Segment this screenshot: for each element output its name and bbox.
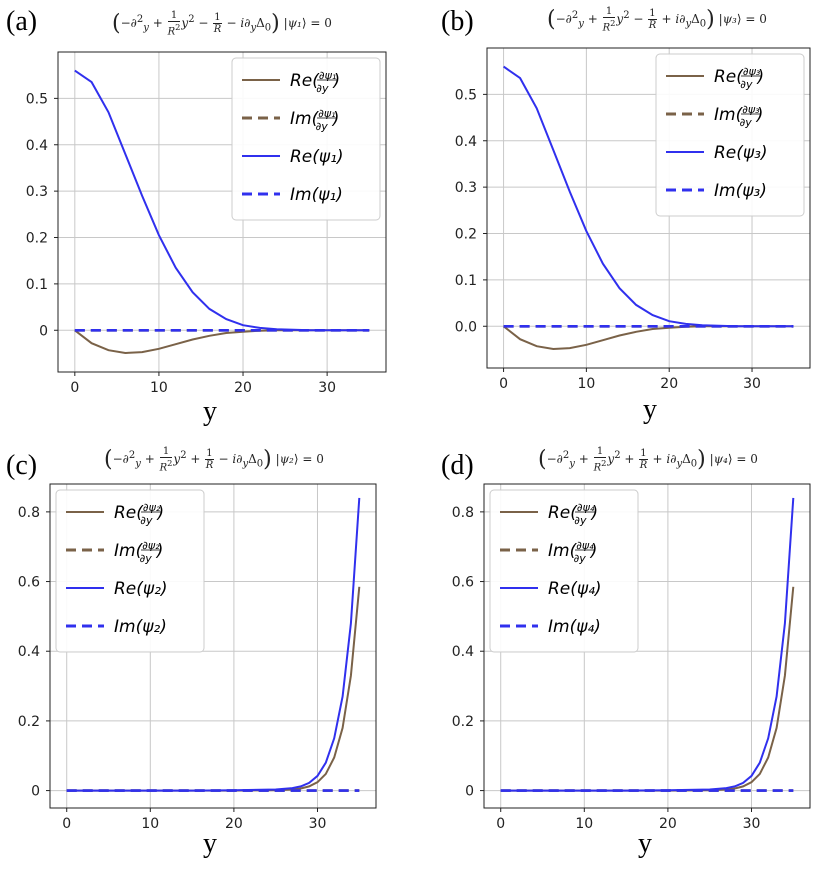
y-tick-label: 0.5 bbox=[26, 91, 48, 107]
legend-label: Re(ψ₄) bbox=[548, 579, 602, 599]
title-sign-2: − bbox=[226, 16, 237, 31]
y-tick-label: 0.4 bbox=[455, 134, 477, 150]
x-tick-label: 30 bbox=[743, 376, 761, 392]
y-tick-label: 0.8 bbox=[452, 505, 474, 521]
x-tick-label: 10 bbox=[575, 816, 593, 832]
legend-label: Im(ψ₁) bbox=[290, 185, 343, 205]
title-sign-1: + bbox=[190, 452, 201, 467]
series-line bbox=[74, 69, 370, 332]
x-tick-label: 20 bbox=[225, 816, 243, 832]
x-tick-label: 20 bbox=[234, 380, 252, 396]
legend-label: Re(∂ψ₃ ∂y) bbox=[714, 65, 764, 91]
legend: Re(∂ψ₁ ∂y)Im(∂ψ₁ ∂y)Re(ψ₁)Im(ψ₁) bbox=[231, 57, 381, 221]
legend-label: Re(∂ψ₄ ∂y) bbox=[548, 501, 598, 527]
title-psi: ψ₂ bbox=[279, 452, 294, 467]
y-tick-label: 0.3 bbox=[26, 184, 48, 200]
plot-frame bbox=[483, 483, 811, 809]
x-tick-label: 0 bbox=[496, 816, 505, 832]
title-sign-2: − bbox=[218, 452, 229, 467]
legend-label: Re(ψ₂) bbox=[114, 579, 168, 599]
y-tick-label: 0.0 bbox=[455, 319, 477, 335]
panel-label: (d) bbox=[441, 450, 474, 481]
legend-label: Re(ψ₃) bbox=[714, 143, 768, 163]
y-tick-label: 0.6 bbox=[452, 575, 474, 591]
y-tick-label: 0.1 bbox=[26, 277, 48, 293]
legend-label: Im(ψ₄) bbox=[548, 617, 601, 637]
y-tick-label: 0.4 bbox=[26, 138, 48, 154]
legend-box bbox=[489, 489, 639, 653]
y-tick-label: 0.5 bbox=[455, 87, 477, 103]
title-sign-1: + bbox=[624, 452, 635, 467]
legend-box bbox=[55, 489, 205, 653]
plot-frame bbox=[49, 483, 377, 809]
title-psi: ψ₄ bbox=[713, 452, 728, 467]
legend: Re(∂ψ₄ ∂y)Im(∂ψ₄ ∂y)Re(ψ₄)Im(ψ₄) bbox=[489, 489, 639, 653]
y-tick-label: 0.1 bbox=[455, 273, 477, 289]
plot-frame bbox=[486, 47, 811, 369]
y-tick-label: 0.2 bbox=[455, 227, 477, 243]
x-axis-label: y bbox=[643, 394, 657, 425]
y-tick-label: 0 bbox=[39, 323, 48, 339]
x-axis-label: y bbox=[203, 828, 217, 859]
x-tick-label: 0 bbox=[62, 816, 71, 832]
x-tick-label: 30 bbox=[309, 816, 327, 832]
legend-box bbox=[655, 53, 805, 217]
panel-label: (b) bbox=[441, 6, 474, 37]
x-tick-label: 30 bbox=[318, 380, 336, 396]
legend-box bbox=[231, 57, 381, 221]
y-tick-label: 0.2 bbox=[26, 231, 48, 247]
title-sign-2: + bbox=[652, 452, 663, 467]
y-tick-label: 0.8 bbox=[18, 505, 40, 521]
title-sign-2: + bbox=[661, 12, 672, 27]
title-psi: ψ₁ bbox=[287, 16, 302, 31]
plot-frame bbox=[57, 51, 387, 373]
x-tick-label: 10 bbox=[141, 816, 159, 832]
y-tick-label: 0.2 bbox=[18, 714, 40, 730]
title-sign-1: − bbox=[633, 12, 644, 27]
y-tick-label: 0 bbox=[465, 784, 474, 800]
panel-label: (a) bbox=[6, 6, 38, 37]
legend-label: Re(ψ₁) bbox=[290, 147, 344, 167]
title-psi: ψ₃ bbox=[722, 12, 737, 27]
x-tick-label: 20 bbox=[659, 816, 677, 832]
y-tick-label: 0 bbox=[31, 784, 40, 800]
x-tick-label: 0 bbox=[499, 376, 508, 392]
x-tick-label: 0 bbox=[70, 380, 79, 396]
y-tick-label: 0.4 bbox=[452, 644, 474, 660]
title-sign-1: − bbox=[198, 16, 209, 31]
chart-svg-b: 0 10 20 300.00.10.20.30.40.5Re(∂ψ₃ ∂y)Im(∂ψ₃… bbox=[455, 47, 811, 392]
legend: Re(∂ψ₂ ∂y)Im(∂ψ₂ ∂y)Re(ψ₂)Im(ψ₂) bbox=[55, 489, 205, 653]
series-line bbox=[503, 65, 794, 328]
x-tick-label: 10 bbox=[150, 380, 168, 396]
y-tick-label: 0.4 bbox=[18, 644, 40, 660]
panel-label: (c) bbox=[6, 450, 38, 481]
legend-label: Im(∂ψ₁ ∂y) bbox=[290, 107, 339, 133]
x-tick-label: 10 bbox=[577, 376, 595, 392]
y-tick-label: 0.2 bbox=[452, 714, 474, 730]
y-tick-label: 0.6 bbox=[18, 575, 40, 591]
y-tick-label: 0.3 bbox=[455, 180, 477, 196]
legend-label: Im(ψ₃) bbox=[714, 181, 767, 201]
x-tick-label: 30 bbox=[743, 816, 761, 832]
legend: Re(∂ψ₃ ∂y)Im(∂ψ₃ ∂y)Re(ψ₃)Im(ψ₃) bbox=[655, 53, 805, 217]
x-axis-label: y bbox=[203, 396, 217, 427]
legend-label: Im(ψ₂) bbox=[114, 617, 167, 637]
x-tick-label: 20 bbox=[660, 376, 678, 392]
x-axis-label: y bbox=[638, 828, 652, 859]
